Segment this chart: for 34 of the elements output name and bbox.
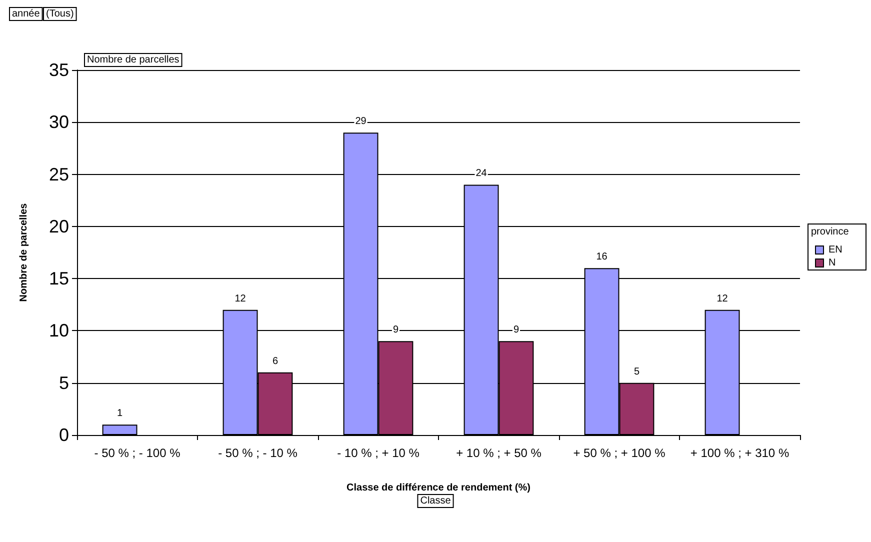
y-axis-title: Nombre de parcelles [87,54,180,66]
y-tick-label: 35 [48,60,69,80]
data-label: 12 [234,293,246,304]
data-label: 9 [392,324,399,336]
text: Nombre de parcelles [18,202,30,302]
legend-label: N [828,258,836,268]
data-label: 6 [272,356,278,367]
data-label: 12 [716,293,728,304]
y-tick-label: 10 [48,320,69,341]
data-label: 1 [116,408,123,420]
y-tick-label: 25 [48,164,69,184]
data-label: 9 [513,324,520,336]
y-tick-label: 5 [58,372,69,393]
x-axis-title: Classe de différence de rendement (%) [346,482,530,494]
data-label: 5 [634,366,640,378]
text: Classe [420,496,452,506]
x-tick-label: + 100 % ; + 310 % [690,446,790,460]
x-tick-label: - 50 % ; - 10 % [218,446,298,460]
x-tick-label: - 50 % ; - 100 % [94,446,181,460]
y-tick-label: 15 [48,268,69,289]
legend-title: province [811,226,850,238]
text: (Tous) [46,8,74,20]
bar [102,424,138,435]
y-tick-label: 0 [58,425,69,445]
x-tick-label: - 10 % ; + 10 % [337,446,420,460]
text: année [12,8,40,20]
data-label: 29 [355,116,367,128]
data-label: 16 [596,252,608,263]
data-label: 24 [476,168,488,180]
y-tick-label: 30 [48,112,69,132]
x-tick-label: + 50 % ; + 100 % [573,446,666,460]
y-tick-label: 20 [48,216,69,236]
x-tick-label: + 10 % ; + 50 % [456,446,542,460]
legend-label: EN [828,244,842,256]
